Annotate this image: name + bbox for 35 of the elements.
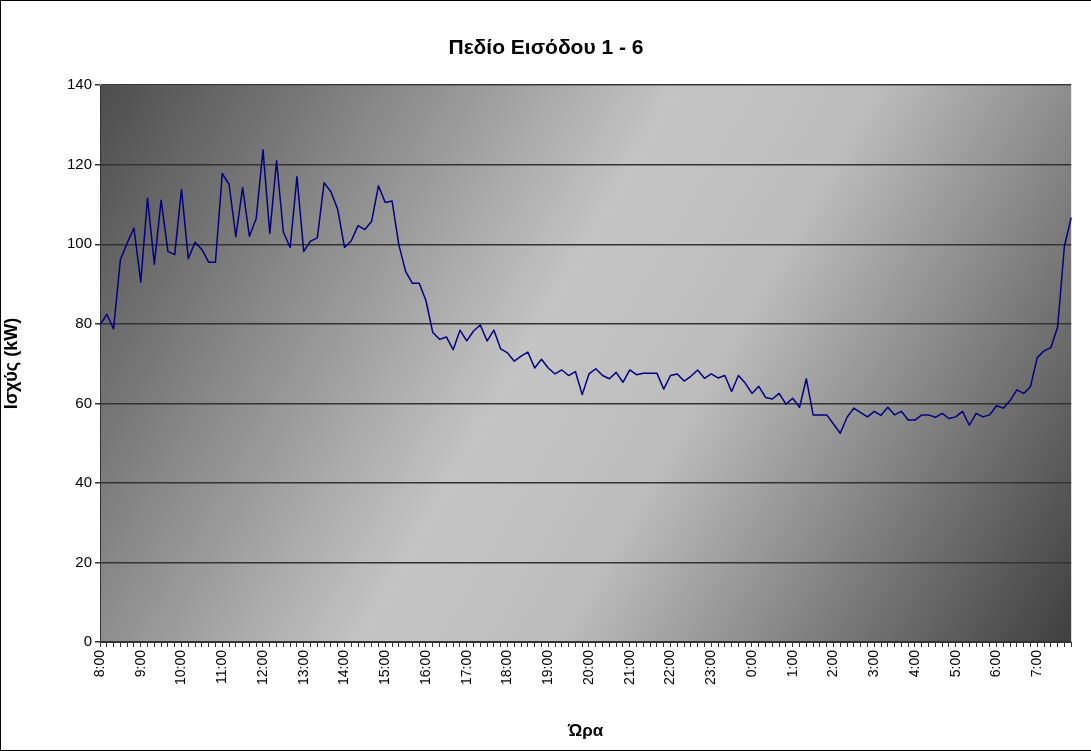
x-tick-label: 13:00 — [294, 649, 311, 686]
x-tick-label: 14:00 — [335, 649, 352, 686]
x-tick-label: 10:00 — [172, 649, 189, 686]
x-tick-label: 21:00 — [620, 649, 637, 686]
y-tick-label: 0 — [83, 632, 92, 650]
x-axis-title: Ώρα — [566, 721, 604, 741]
y-tick-label: 40 — [75, 473, 92, 491]
x-tick-label: 6:00 — [987, 649, 1004, 678]
x-tick-label: 1:00 — [783, 649, 800, 678]
x-tick-label: 7:00 — [1028, 649, 1045, 678]
x-tick-label: 20:00 — [579, 649, 596, 686]
x-tick-label: 3:00 — [865, 649, 882, 678]
x-tick-label: 2:00 — [824, 649, 841, 678]
x-tick-label: 4:00 — [905, 649, 922, 678]
x-tick-label: 19:00 — [539, 649, 556, 686]
x-tick-label: 15:00 — [376, 649, 393, 686]
y-tick-label: 60 — [75, 393, 92, 411]
y-tick-label: 120 — [66, 154, 92, 172]
y-tick-label: 140 — [66, 75, 92, 93]
x-tick-label: 11:00 — [213, 649, 230, 684]
x-tick-label: 17:00 — [457, 649, 474, 686]
x-tick-label: 9:00 — [131, 649, 148, 678]
y-tick-label: 20 — [75, 552, 92, 570]
x-tick-label: 5:00 — [946, 649, 963, 678]
y-tick-label: 100 — [66, 234, 92, 252]
x-tick-label: 23:00 — [702, 649, 719, 686]
x-tick-label: 18:00 — [498, 649, 515, 686]
x-tick-label: 8:00 — [90, 649, 107, 678]
y-axis-title: Ισχύς (kW) — [0, 317, 21, 410]
x-tick-label: 22:00 — [661, 649, 678, 686]
y-tick-label: 80 — [75, 313, 92, 331]
x-tick-label: 0:00 — [742, 649, 759, 678]
chart-title: Πεδίο Εισόδου 1 - 6 — [448, 35, 644, 59]
x-tick-label: 12:00 — [253, 649, 270, 686]
x-tick-label: 16:00 — [416, 649, 433, 686]
